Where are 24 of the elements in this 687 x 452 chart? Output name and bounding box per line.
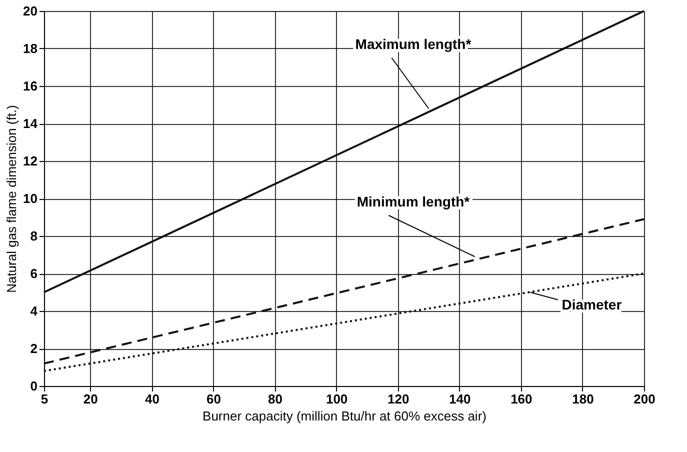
y-tick-label: 2 [30, 341, 38, 356]
x-tick-label: 180 [572, 392, 594, 406]
y-tick-label: 8 [30, 228, 38, 244]
y-tick-label: 4 [30, 304, 38, 318]
x-tick-label: 120 [387, 392, 410, 406]
x-tick-label: 200 [634, 392, 656, 406]
x-tick-label: 80 [268, 392, 283, 406]
y-tick-label: 18 [23, 41, 38, 56]
x-tick-label: 160 [510, 392, 532, 406]
x-tick-label: 40 [144, 392, 160, 406]
y-tick-label: 16 [23, 78, 38, 94]
y-tick-label: 20 [23, 4, 38, 18]
x-tick-label: 100 [326, 392, 348, 406]
y-tick-label: 12 [23, 154, 38, 168]
y-tick-label: 0 [30, 378, 38, 394]
x-tick-label: 60 [206, 392, 221, 406]
x-tick-label: 140 [449, 392, 471, 406]
x-axis-title: Burner capacity (million Btu/hr at 60% excess air) [202, 408, 486, 424]
y-axis-title: Natural gas flame dimension (ft.) [4, 105, 20, 293]
x-tick-label: 5 [40, 392, 48, 406]
y-tick-label: 10 [23, 191, 38, 206]
x-tick-label: 20 [83, 392, 98, 406]
y-tick-label: 6 [30, 266, 38, 281]
y-tick-label: 14 [23, 116, 38, 131]
